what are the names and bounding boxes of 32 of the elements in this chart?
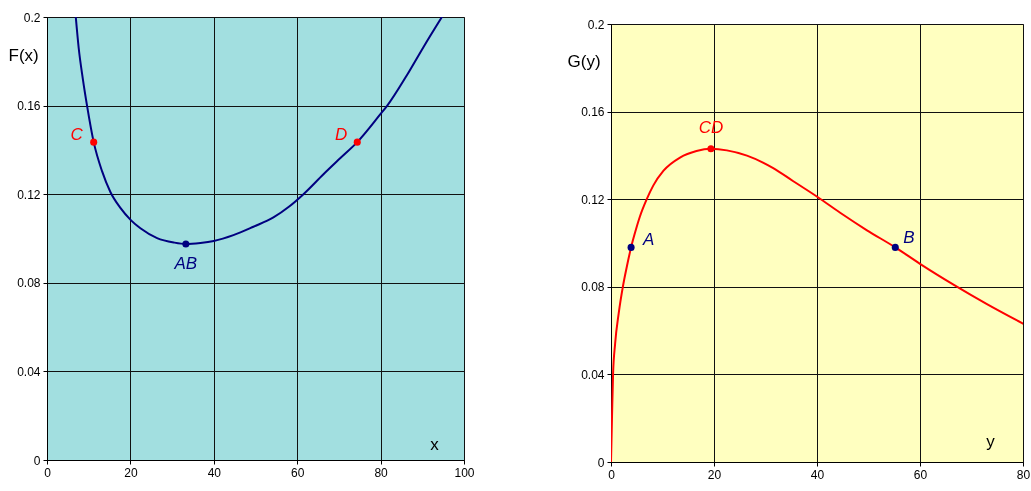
y-tick-label: 0.16 [17,99,41,114]
y-axis-title: F(x) [8,45,39,65]
y-tick-label: 0.04 [581,367,605,382]
x-tick-label: 40 [810,467,825,482]
series-label: AB [173,254,198,274]
y-tick-label: 0.2 [23,10,41,25]
y-tick-label: 0 [597,455,605,470]
x-tick-label: 80 [1016,467,1031,482]
x-tick-label: 20 [707,467,722,482]
y-tick-label: 0.04 [17,364,41,379]
x-tick-label: 60 [291,465,305,480]
y-tick-label: 0 [33,453,41,468]
y-tick-label: 0.2 [587,17,605,32]
series-label: C [70,125,84,145]
x-tick-label: 80 [374,465,389,480]
y-tick-label: 0.12 [581,192,605,207]
y-tick-label: 0.08 [17,276,41,291]
x-axis-title: y [986,431,996,451]
x-tick-label: 0 [44,465,52,480]
x-tick-label: 100 [454,465,475,480]
x-tick-label: 20 [124,465,138,480]
y-tick-label: 0.08 [581,280,605,295]
x-tick-label: 40 [207,465,222,480]
series-label: A [642,230,655,250]
y-tick-label: 0.12 [17,187,41,202]
series-label: D [334,125,348,145]
y-tick-label: 0.16 [581,105,605,120]
x-tick-label: 0 [608,467,616,482]
x-tick-label: 60 [913,467,928,482]
series-label: B [903,228,915,248]
y-axis-title: G(y) [567,51,601,71]
x-axis-title: x [430,434,440,454]
